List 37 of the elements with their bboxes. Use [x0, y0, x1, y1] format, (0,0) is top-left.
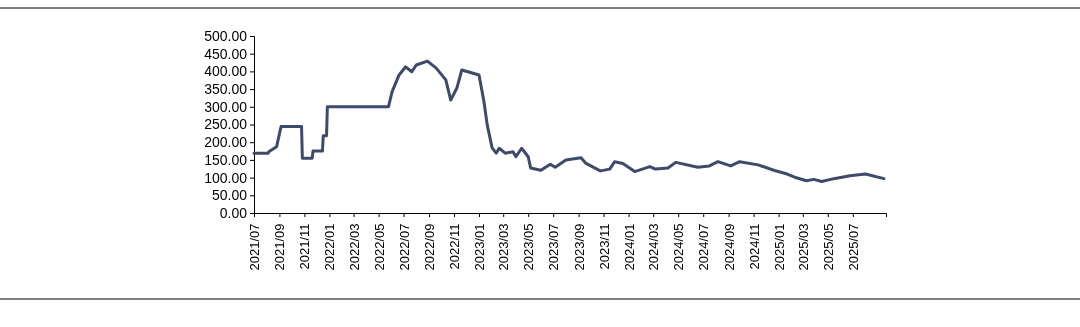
x-tick-label: 2023/09: [571, 223, 587, 271]
x-tick-label: 2022/07: [396, 223, 412, 271]
x-tick-label: 2023/11: [596, 223, 612, 270]
x-tick-label: 2024/05: [671, 223, 687, 271]
x-tick-label: 2023/05: [521, 223, 537, 271]
y-tick-label: 450.00: [204, 45, 248, 62]
x-tick-label: 2024/01: [621, 223, 637, 271]
y-tick-label: 500.00: [204, 27, 248, 44]
y-tick-label: 400.00: [204, 63, 248, 80]
x-tick-label: 2025/07: [845, 223, 861, 271]
y-tick-label: 350.00: [204, 81, 248, 98]
y-tick-label: 100.00: [204, 169, 248, 186]
y-tick-label: 200.00: [204, 134, 248, 151]
x-tick-label: 2022/09: [422, 223, 438, 271]
x-tick-label: 2024/03: [646, 223, 662, 271]
y-tick-label: 150.00: [204, 151, 248, 168]
x-tick-label: 2025/01: [771, 223, 787, 271]
x-tick-label: 2021/11: [297, 223, 313, 270]
x-tick-label: 2022/11: [447, 223, 463, 270]
x-tick-label: 2024/07: [696, 223, 712, 271]
x-tick-label: 2022/05: [371, 223, 387, 271]
x-tick-label: 2023/01: [472, 223, 488, 271]
x-tick-label: 2024/09: [721, 223, 737, 271]
x-tick-label: 2023/03: [496, 223, 512, 271]
x-tick-label: 2025/05: [820, 223, 836, 271]
x-tick-label: 2024/11: [746, 223, 762, 270]
x-tick-label: 2022/03: [346, 223, 362, 271]
y-tick-label: 250.00: [204, 116, 248, 133]
x-tick-label: 2021/07: [247, 223, 263, 271]
y-tick-label: 300.00: [204, 98, 248, 115]
x-tick-label: 2022/01: [322, 223, 338, 271]
x-tick-label: 2021/09: [272, 223, 288, 271]
x-tick-label: 2023/07: [546, 223, 562, 271]
x-tick-label: 2025/03: [795, 223, 811, 271]
y-tick-label: 50.00: [211, 187, 248, 204]
line-series: [252, 59, 886, 183]
y-tick-label: 0.00: [219, 204, 248, 221]
